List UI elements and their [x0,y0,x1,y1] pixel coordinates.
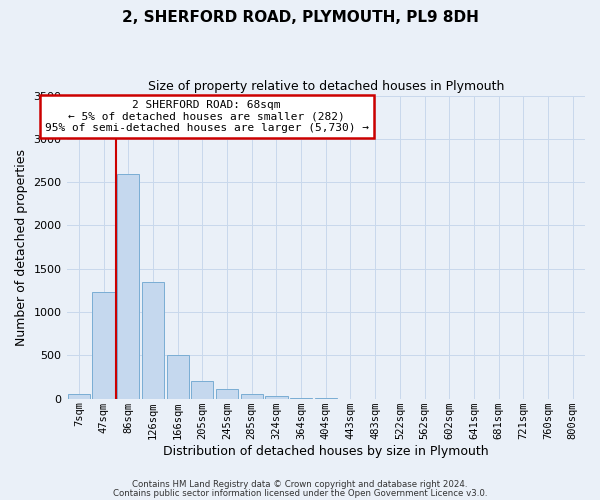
Bar [68,394,90,398]
Bar [92,292,115,399]
Bar [216,389,238,398]
Text: 2 SHERFORD ROAD: 68sqm
← 5% of detached houses are smaller (282)
95% of semi-det: 2 SHERFORD ROAD: 68sqm ← 5% of detached … [44,100,368,134]
Bar [167,356,189,399]
Bar [191,382,214,398]
Text: Contains HM Land Registry data © Crown copyright and database right 2024.: Contains HM Land Registry data © Crown c… [132,480,468,489]
Y-axis label: Number of detached properties: Number of detached properties [15,148,28,346]
Bar [117,174,139,398]
Bar [265,396,287,398]
Text: Contains public sector information licensed under the Open Government Licence v3: Contains public sector information licen… [113,488,487,498]
Title: Size of property relative to detached houses in Plymouth: Size of property relative to detached ho… [148,80,504,93]
Bar [241,394,263,398]
X-axis label: Distribution of detached houses by size in Plymouth: Distribution of detached houses by size … [163,444,488,458]
Text: 2, SHERFORD ROAD, PLYMOUTH, PL9 8DH: 2, SHERFORD ROAD, PLYMOUTH, PL9 8DH [122,10,478,25]
Bar [142,282,164,399]
